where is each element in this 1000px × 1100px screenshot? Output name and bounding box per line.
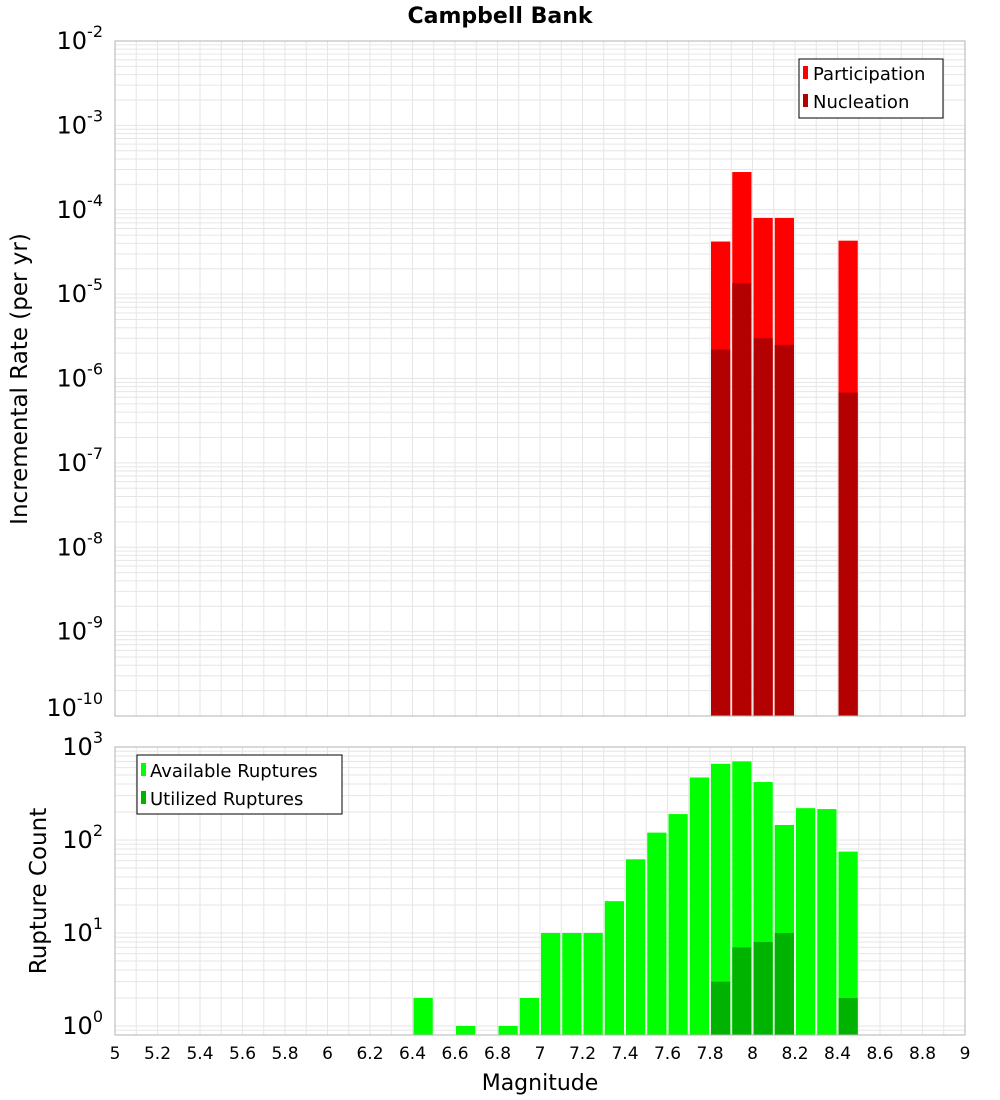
x-tick-label: 7 (535, 1044, 546, 1064)
x-tick-label: 8.2 (781, 1044, 808, 1064)
top-legend: Participation Nucleation (798, 58, 944, 119)
utilized-ruptures-bar (774, 932, 794, 1035)
bottom-plot-frame (114, 746, 966, 1036)
top-legend-box (798, 58, 944, 119)
x-axis-label: Magnitude (482, 1071, 599, 1096)
y-tick-label: 10-9 (57, 613, 104, 646)
x-tick-label: 6 (322, 1044, 333, 1064)
bottom-legend-box (136, 754, 343, 815)
top-bars (711, 172, 858, 717)
available-ruptures-bar (647, 832, 667, 1035)
x-tick-label: 8.4 (824, 1044, 851, 1064)
legend-participation: Participation (813, 64, 925, 85)
nucleation-bar (753, 338, 773, 716)
x-tick-label: 7.8 (696, 1044, 723, 1064)
available-ruptures-bar (562, 932, 582, 1035)
utilized-ruptures-bar (732, 947, 752, 1035)
available-ruptures-bar (413, 997, 433, 1035)
y-tick-label: 10-2 (57, 22, 104, 55)
available-ruptures-bar (668, 814, 688, 1035)
y-tick-label: 10-6 (57, 360, 104, 393)
nucleation-bar (774, 344, 794, 716)
top-grid (114, 40, 966, 717)
available-ruptures-bar (519, 997, 539, 1035)
y-tick-label: 10-7 (57, 444, 104, 477)
y-tick-label: 10-4 (57, 191, 104, 224)
available-ruptures-bar (817, 809, 837, 1035)
x-tick-label: 7.4 (611, 1044, 638, 1064)
nucleation-bar (711, 349, 731, 716)
x-tick-label: 6.4 (399, 1044, 426, 1064)
bottom-panel: 100 101 102 103 Rupture Count Available Rup… (26, 728, 966, 1040)
x-tick-label: 5 (110, 1044, 121, 1064)
available-ruptures-bar (456, 1025, 476, 1035)
x-tick-label: 6.2 (356, 1044, 383, 1064)
x-tick-label: 8 (747, 1044, 758, 1064)
x-tick-label: 7.2 (569, 1044, 596, 1064)
top-y-ticks: 10-10 10-9 10-8 10-7 10-6 10-5 10-4 10-3 10-2 (46, 22, 103, 722)
legend-utilized: Utilized Ruptures (150, 789, 303, 810)
x-tick-label: 8.8 (909, 1044, 936, 1064)
bottom-y-axis-label: Rupture Count (26, 808, 52, 974)
y-tick-label: 10-10 (46, 689, 103, 722)
x-tick-label: 6.8 (484, 1044, 511, 1064)
utilized-ruptures-bar (711, 981, 731, 1035)
available-ruptures-bar (838, 851, 858, 1035)
available-ruptures-bar (604, 901, 624, 1035)
available-ruptures-bar (626, 859, 646, 1035)
y-tick-label: 101 (62, 914, 103, 947)
nucleation-bar (838, 392, 858, 716)
x-tick-label: 5.8 (271, 1044, 298, 1064)
available-ruptures-bar (583, 932, 603, 1035)
top-panel: 10-10 10-9 10-8 10-7 10-6 10-5 10-4 10-3 10-2 In… (7, 22, 966, 722)
y-tick-label: 102 (62, 821, 103, 854)
available-ruptures-bar (541, 932, 561, 1035)
bottom-bars (413, 761, 858, 1035)
utilized-ruptures-bar (753, 942, 773, 1035)
legend-available: Available Ruptures (150, 761, 318, 782)
x-tick-label: 5.4 (186, 1044, 213, 1064)
y-tick-label: 10-3 (57, 106, 104, 139)
top-y-axis-label: Incremental Rate (per yr) (7, 233, 33, 525)
available-ruptures-bar (498, 1025, 518, 1035)
x-tick-label: 9 (960, 1044, 971, 1064)
legend-nucleation: Nucleation (813, 92, 909, 113)
x-tick-label: 5.2 (144, 1044, 171, 1064)
x-tick-label: 6.6 (441, 1044, 468, 1064)
nucleation-bar (732, 283, 752, 716)
available-ruptures-bar (796, 808, 816, 1035)
bottom-legend: Available Ruptures Utilized Ruptures (136, 754, 343, 815)
chart-title: Campbell Bank (408, 4, 594, 29)
x-tick-label: 7.6 (654, 1044, 681, 1064)
legend-available-swatch (141, 763, 146, 776)
legend-participation-swatch (803, 66, 808, 79)
legend-nucleation-swatch (803, 94, 808, 107)
y-tick-label: 103 (62, 728, 103, 761)
y-tick-label: 10-8 (57, 528, 104, 561)
top-plot-frame (114, 40, 966, 717)
bottom-y-ticks: 100 101 102 103 (62, 728, 103, 1040)
legend-utilized-swatch (141, 791, 146, 804)
x-ticks: 5 5.2 5.4 5.6 5.8 6 6.2 6.4 6.6 6.8 7 7.2 7.4 7.6 7.8 8… (110, 1044, 971, 1064)
x-tick-label: 5.6 (229, 1044, 256, 1064)
available-ruptures-bar (689, 777, 709, 1035)
x-tick-label: 8.6 (866, 1044, 893, 1064)
available-ruptures-bar (711, 763, 731, 1035)
y-tick-label: 100 (62, 1007, 103, 1040)
y-tick-label: 10-5 (57, 275, 104, 308)
utilized-ruptures-bar (838, 997, 858, 1035)
